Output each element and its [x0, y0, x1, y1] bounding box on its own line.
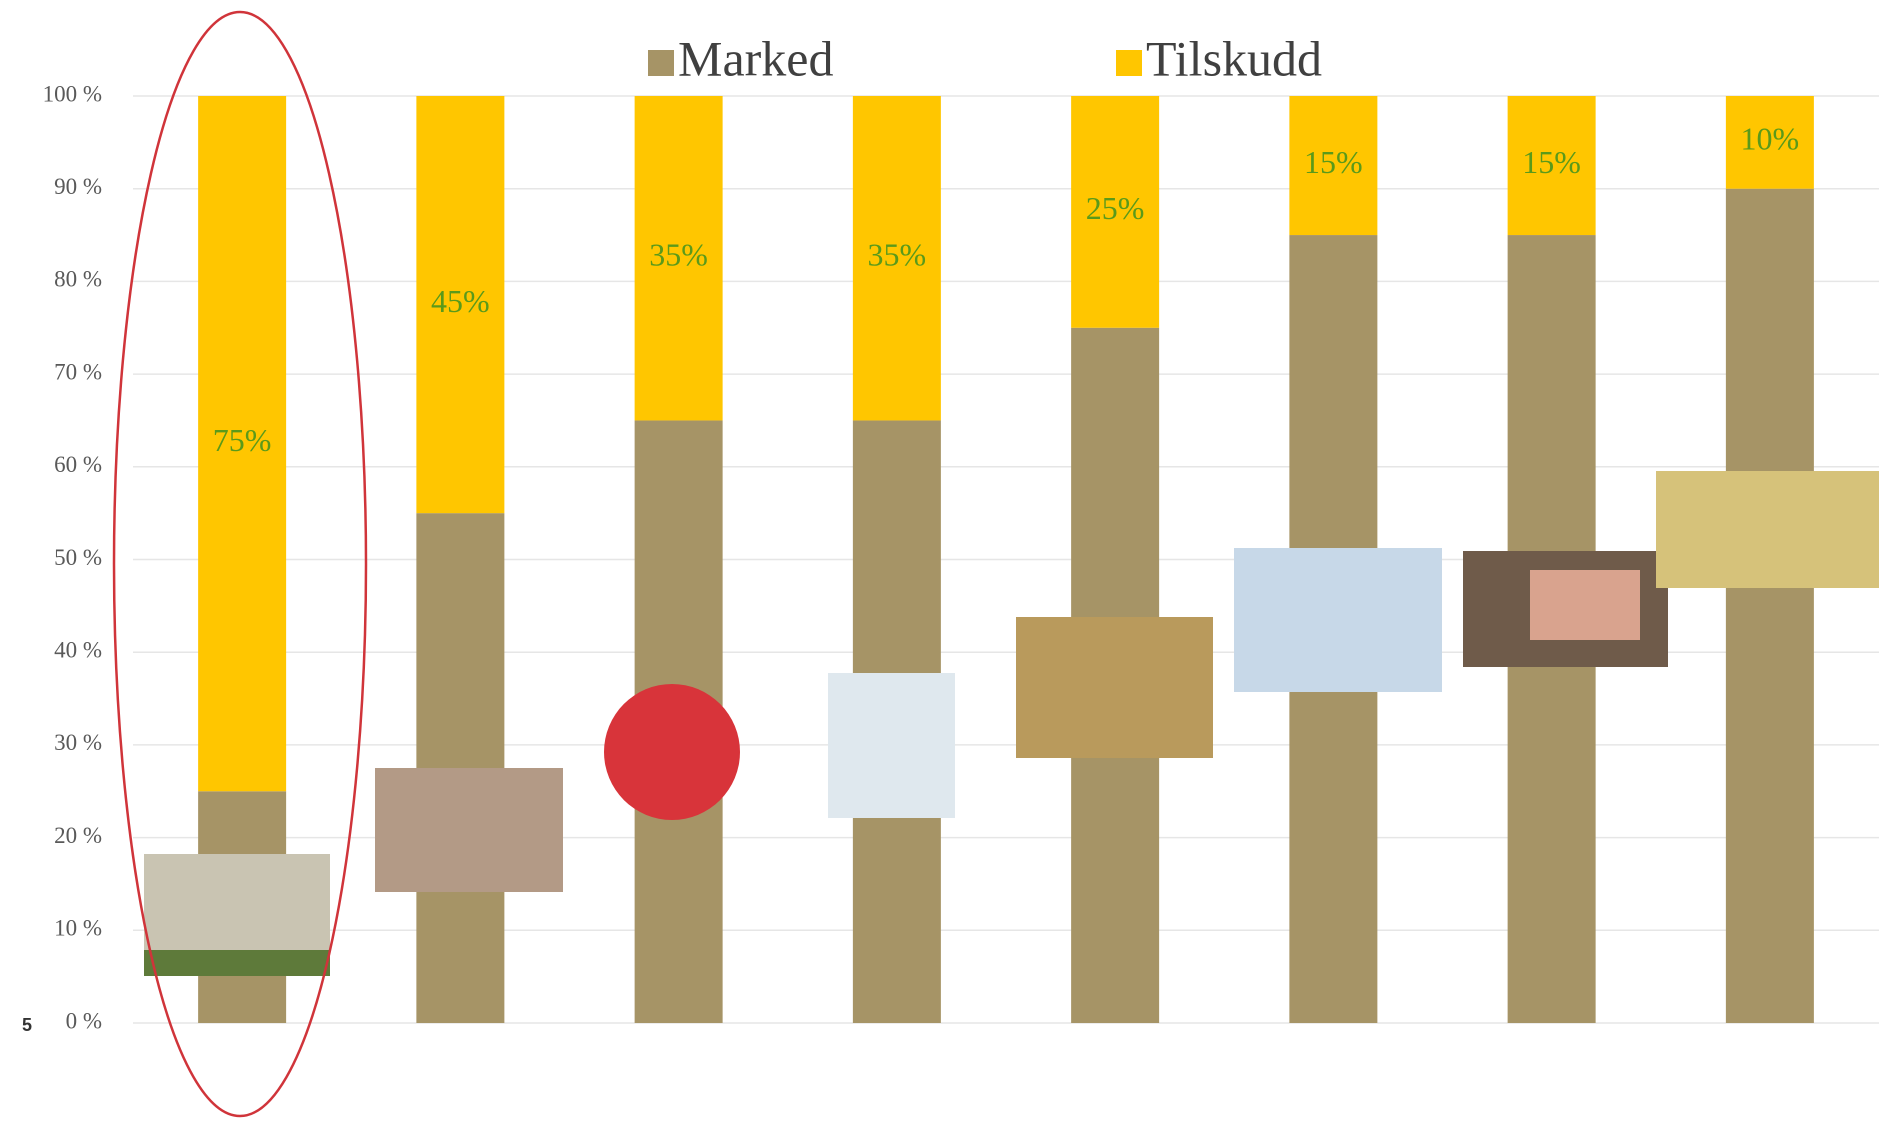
value-label: 15%	[1304, 144, 1363, 180]
y-tick-label: 10 %	[54, 916, 102, 941]
bar-segment	[1507, 96, 1596, 236]
bar-segment	[1725, 96, 1814, 189]
bar-segment	[198, 96, 287, 792]
y-tick-label: 30 %	[54, 730, 102, 755]
y-tick-label: 90 %	[54, 174, 102, 199]
bar-segment	[1071, 96, 1160, 328]
value-label: 25%	[1086, 190, 1145, 226]
legend-label: Tilskudd	[1146, 30, 1322, 86]
legend-swatch	[648, 50, 674, 76]
y-tick-label: 50 %	[54, 545, 102, 570]
annotation: 5	[22, 1015, 32, 1035]
y-tick-label: 40 %	[54, 637, 102, 662]
photos	[144, 471, 1879, 976]
highlight-ellipse	[112, 10, 368, 1118]
legend-swatch	[1116, 50, 1142, 76]
y-tick-label: 80 %	[54, 267, 102, 292]
photo	[604, 684, 740, 820]
photo	[1234, 548, 1442, 692]
photo	[375, 768, 563, 892]
value-label: 35%	[868, 237, 927, 273]
value-label: 45%	[431, 283, 490, 319]
y-tick-label: 100 %	[43, 81, 102, 106]
value-label: 35%	[649, 237, 708, 273]
photo	[1656, 471, 1879, 588]
value-label: 75%	[213, 422, 272, 458]
bar-segment	[852, 96, 941, 421]
y-tick-label: 0 %	[66, 1008, 102, 1033]
photo	[1530, 570, 1640, 640]
photo	[1016, 617, 1213, 758]
y-tick-label: 70 %	[54, 359, 102, 384]
photo	[828, 673, 955, 818]
legend-label: Marked	[678, 30, 834, 86]
value-label: 15%	[1522, 144, 1581, 180]
bar-segment	[1725, 188, 1814, 1023]
bar-segment	[416, 96, 505, 514]
bar-segment	[634, 96, 723, 421]
photo	[144, 950, 330, 976]
bar-segment	[1289, 96, 1378, 236]
value-label: 10%	[1741, 121, 1800, 157]
y-tick-label: 20 %	[54, 823, 102, 848]
y-tick-label: 60 %	[54, 452, 102, 477]
